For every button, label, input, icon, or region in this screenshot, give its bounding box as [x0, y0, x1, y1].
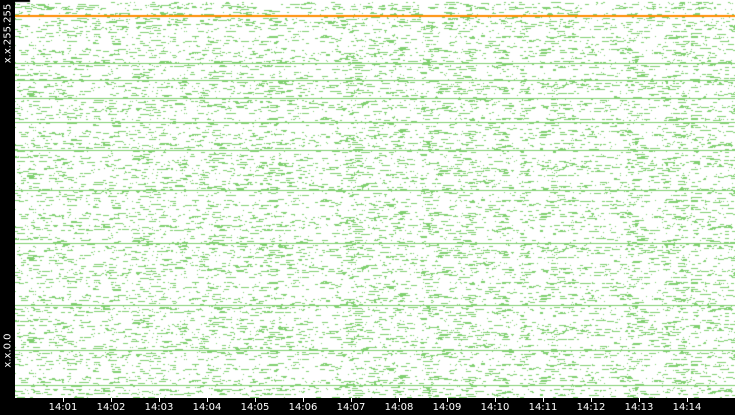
- x-tick: [63, 398, 64, 402]
- x-tick: [591, 398, 592, 402]
- y-tick-label-bottom: x.x.0.0: [2, 333, 14, 368]
- x-tick: [447, 398, 448, 402]
- x-tick-label: 14:05: [240, 402, 270, 413]
- x-tick-label: 14:07: [336, 402, 366, 413]
- x-tick: [255, 398, 256, 402]
- x-tick-label: 14:14: [672, 402, 702, 413]
- x-tick: [351, 398, 352, 402]
- x-tick-label: 14:03: [144, 402, 174, 413]
- x-tick-label: 14:12: [576, 402, 606, 413]
- x-tick-label: 14:09: [432, 402, 462, 413]
- x-tick: [111, 398, 112, 402]
- x-tick-label: 14:10: [480, 402, 510, 413]
- plot-area: [15, 0, 735, 398]
- y-tick-label-top: x.x.255.255: [2, 3, 14, 64]
- x-tick-label: 14:08: [384, 402, 414, 413]
- x-tick: [495, 398, 496, 402]
- x-tick: [543, 398, 544, 402]
- x-tick: [303, 398, 304, 402]
- x-tick-label: 14:06: [288, 402, 318, 413]
- x-tick: [687, 398, 688, 402]
- x-tick: [159, 398, 160, 402]
- x-axis: 14:01 14:02 14:03 14:04 14:05 14:06 14:07 14:08…: [15, 398, 735, 415]
- x-tick: [399, 398, 400, 402]
- x-tick-label: 14:02: [96, 402, 126, 413]
- x-tick: [207, 398, 208, 402]
- x-tick-label: 14:01: [48, 402, 78, 413]
- x-tick-label: 14:11: [528, 402, 558, 413]
- x-tick-label: 14:13: [624, 402, 654, 413]
- x-tick: [639, 398, 640, 402]
- x-tick-label: 14:04: [192, 402, 222, 413]
